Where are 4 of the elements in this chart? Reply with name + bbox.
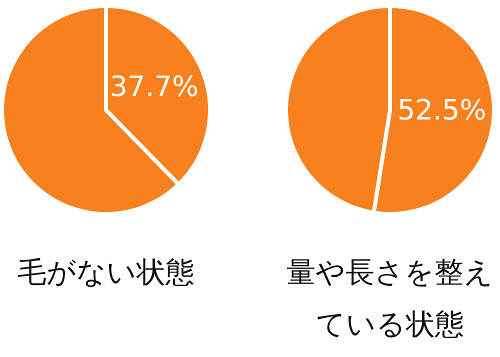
- text: 量や長さを整えている状態: [286, 255, 494, 341]
- data-label: 37.7%: [110, 70, 199, 104]
- text: 毛がない状態: [18, 255, 194, 289]
- data-label: 52.5%: [397, 94, 486, 127]
